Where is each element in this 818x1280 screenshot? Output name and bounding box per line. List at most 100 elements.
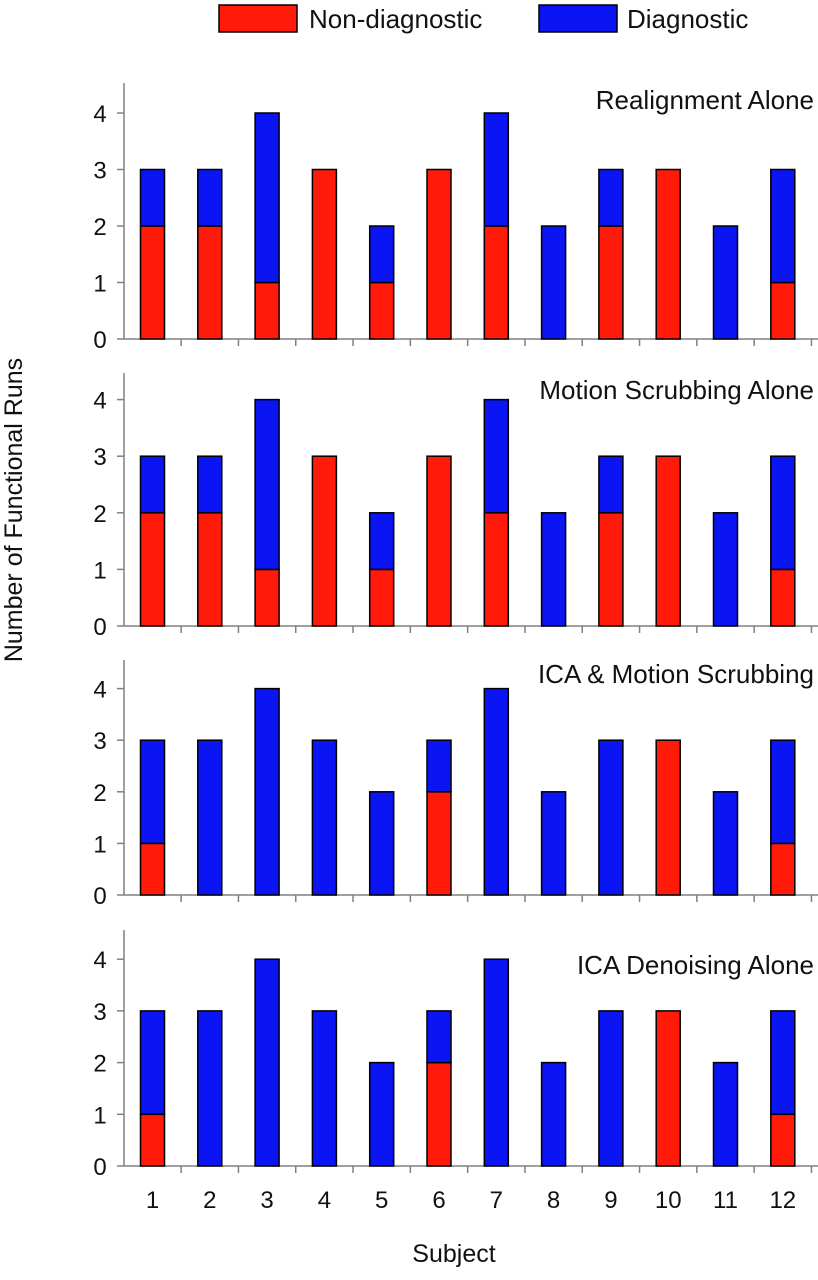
bar-diagnostic-subject-1 xyxy=(139,168,166,227)
bar-diagnostic-subject-9 xyxy=(598,455,624,514)
x-tick-label-subject-4: 4 xyxy=(318,1187,331,1214)
y-tick-label: 0 xyxy=(93,883,106,910)
x-axis-title: Subject xyxy=(412,1240,495,1268)
bar-diagnostic-subject-3 xyxy=(254,112,280,284)
bar-non-diagnostic-subject-12 xyxy=(770,1113,796,1167)
bar-non-diagnostic-subject-4 xyxy=(311,455,338,627)
bar-diagnostic-subject-2 xyxy=(197,739,223,896)
bar-diagnostic-subject-9 xyxy=(598,1010,624,1167)
bar-diagnostic-subject-11 xyxy=(712,791,739,896)
x-tick-label-subject-11: 11 xyxy=(713,1187,738,1214)
bar-non-diagnostic-subject-6 xyxy=(426,168,452,340)
bar-diagnostic-subject-2 xyxy=(197,455,223,514)
panel-ica-denoising-alone: 0 1 2 3 4 ICA Denoising Alone xyxy=(93,930,818,1181)
x-tick-label-subject-5: 5 xyxy=(375,1187,388,1214)
bar-diagnostic-subject-9 xyxy=(598,168,624,227)
bar-diagnostic-subject-1 xyxy=(139,739,166,845)
bar-diagnostic-subject-5 xyxy=(368,512,395,571)
y-tick-label: 0 xyxy=(93,327,106,354)
bar-diagnostic-subject-12 xyxy=(770,1010,796,1116)
bar-non-diagnostic-subject-7 xyxy=(483,225,510,340)
bar-non-diagnostic-subject-2 xyxy=(197,225,223,340)
y-tick-label: 4 xyxy=(93,101,106,128)
y-tick-label: 1 xyxy=(93,271,106,298)
y-tick-label: 2 xyxy=(93,501,106,528)
bar-diagnostic-subject-7 xyxy=(483,398,510,514)
bar-diagnostic-subject-3 xyxy=(254,958,280,1167)
x-tick-label-subject-7: 7 xyxy=(490,1187,503,1214)
bar-non-diagnostic-subject-10 xyxy=(655,739,681,896)
bar-diagnostic-subject-3 xyxy=(254,687,280,896)
bar-diagnostic-subject-5 xyxy=(368,791,395,896)
y-tick-label: 2 xyxy=(93,780,106,807)
y-tick-label: 1 xyxy=(93,1102,106,1129)
bar-diagnostic-subject-7 xyxy=(483,112,510,227)
bar-non-diagnostic-subject-10 xyxy=(655,455,681,627)
bar-non-diagnostic-subject-4 xyxy=(311,168,338,340)
y-tick-label: 3 xyxy=(93,999,106,1026)
y-tick-label: 2 xyxy=(93,1051,106,1078)
bar-diagnostic-subject-8 xyxy=(540,1061,567,1167)
bar-non-diagnostic-subject-9 xyxy=(598,225,624,340)
bar-non-diagnostic-subject-5 xyxy=(368,281,395,340)
legend-swatch-non-diagnostic xyxy=(218,4,298,33)
panel-title: Realignment Alone xyxy=(596,85,814,115)
y-tick-label: 1 xyxy=(93,831,106,858)
bar-non-diagnostic-subject-6 xyxy=(426,1061,452,1167)
x-tick-label-subject-12: 12 xyxy=(769,1187,796,1214)
bar-diagnostic-subject-8 xyxy=(540,791,567,896)
y-tick-label: 2 xyxy=(93,214,106,241)
panel-title: ICA & Motion Scrubbing xyxy=(538,659,814,689)
bar-diagnostic-subject-9 xyxy=(598,739,624,896)
bar-non-diagnostic-subject-1 xyxy=(139,225,166,340)
panel-title: ICA Denoising Alone xyxy=(577,950,814,980)
panel-title: Motion Scrubbing Alone xyxy=(539,375,814,405)
bar-non-diagnostic-subject-9 xyxy=(598,512,624,627)
panel-realignment-alone: 0 1 2 3 4 Realignment Alone xyxy=(93,83,818,354)
bar-diagnostic-subject-6 xyxy=(426,1010,452,1064)
bar-diagnostic-subject-11 xyxy=(712,1061,739,1167)
x-tick-label-subject-9: 9 xyxy=(604,1187,617,1214)
bar-diagnostic-subject-2 xyxy=(197,1010,223,1167)
bar-non-diagnostic-subject-6 xyxy=(426,455,452,627)
x-axis-tick-labels: 1 2 3 4 5 6 7 8 9 10 11 12 xyxy=(146,1187,796,1214)
bar-diagnostic-subject-5 xyxy=(368,225,395,284)
x-tick-label-subject-8: 8 xyxy=(547,1187,560,1214)
bar-diagnostic-subject-12 xyxy=(770,739,796,845)
y-tick-label: 4 xyxy=(93,388,106,415)
x-tick-label-subject-1: 1 xyxy=(146,1187,159,1214)
chart-panels: 0 1 2 3 4 Realignment Alone 0 1 2 3 4 Motion Scrubb… xyxy=(93,83,818,1181)
y-tick-label: 3 xyxy=(93,158,106,185)
bar-non-diagnostic-subject-1 xyxy=(139,512,166,627)
bar-diagnostic-subject-5 xyxy=(368,1061,395,1167)
bar-non-diagnostic-subject-3 xyxy=(254,281,280,340)
bar-non-diagnostic-subject-12 xyxy=(770,568,796,627)
y-tick-label: 3 xyxy=(93,444,106,471)
x-tick-label-subject-2: 2 xyxy=(203,1187,216,1214)
y-tick-label: 1 xyxy=(93,557,106,584)
x-tick-label-subject-10: 10 xyxy=(655,1187,682,1214)
legend-swatch-diagnostic xyxy=(538,4,618,33)
legend: Non-diagnostic Diagnostic xyxy=(218,4,748,34)
y-tick-label: 3 xyxy=(93,728,106,755)
bar-diagnostic-subject-1 xyxy=(139,455,166,514)
legend-label-non-diagnostic: Non-diagnostic xyxy=(309,4,482,34)
bar-diagnostic-subject-12 xyxy=(770,168,796,284)
bar-non-diagnostic-subject-3 xyxy=(254,568,280,627)
y-tick-label: 4 xyxy=(93,947,106,974)
y-tick-label: 0 xyxy=(93,614,106,641)
bar-diagnostic-subject-8 xyxy=(540,512,567,627)
x-tick-label-subject-6: 6 xyxy=(432,1187,445,1214)
bar-non-diagnostic-subject-1 xyxy=(139,1113,166,1167)
bar-diagnostic-subject-12 xyxy=(770,455,796,571)
bar-diagnostic-subject-11 xyxy=(712,512,739,627)
x-tick-label-subject-3: 3 xyxy=(260,1187,273,1214)
bar-diagnostic-subject-11 xyxy=(712,225,739,340)
bar-diagnostic-subject-7 xyxy=(483,958,510,1167)
legend-label-diagnostic: Diagnostic xyxy=(627,4,748,34)
bar-diagnostic-subject-4 xyxy=(311,739,338,896)
bar-diagnostic-subject-4 xyxy=(311,1010,338,1167)
bar-diagnostic-subject-3 xyxy=(254,398,280,571)
bar-diagnostic-subject-7 xyxy=(483,687,510,896)
